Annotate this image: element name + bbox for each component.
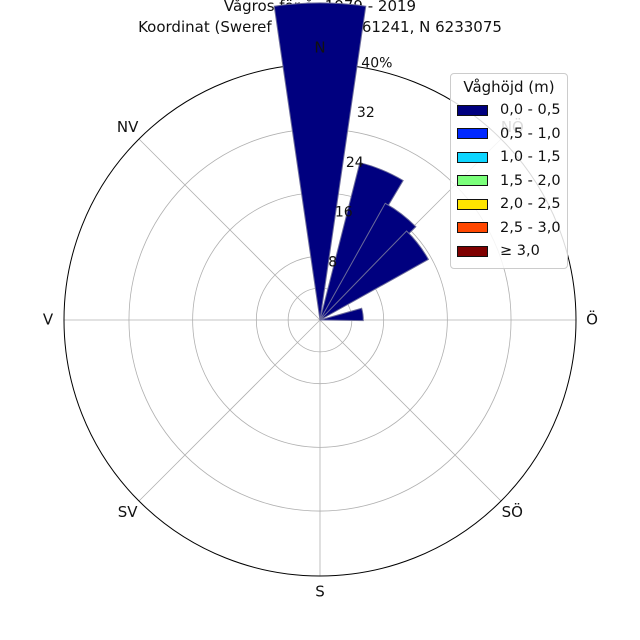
- bar-wedge: [273, 2, 367, 321]
- legend-swatch: [457, 128, 488, 139]
- radial-tick-labels: 8 16 24 32 40%: [328, 56, 392, 271]
- direction-label-v: V: [43, 311, 54, 329]
- legend-entry: 0,0 - 0,5: [457, 100, 561, 120]
- bar-wedge: [319, 161, 404, 321]
- grid-spoke: [138, 319, 321, 502]
- direction-label-ö: Ö: [586, 310, 598, 329]
- direction-label-sö: SÖ: [502, 502, 523, 521]
- legend-entry: 1,5 - 2,0: [457, 171, 561, 191]
- radial-tick-label: 16: [335, 205, 353, 221]
- direction-label-s: S: [315, 583, 325, 601]
- direction-label-sv: SV: [118, 503, 139, 521]
- legend-label: 1,5 - 2,0: [500, 172, 561, 189]
- bar-wedge: [319, 230, 430, 321]
- radial-tick-label: 40%: [361, 56, 392, 72]
- radial-tick-label: 8: [328, 254, 337, 270]
- legend-entry: 0,5 - 1,0: [457, 124, 561, 144]
- direction-label-n: N: [314, 39, 325, 57]
- legend-entry: ≥ 3,0: [457, 241, 540, 261]
- legend-swatch: [457, 222, 488, 233]
- legend-label: 2,0 - 2,5: [500, 196, 561, 212]
- legend-label: 1,0 - 1,5: [500, 149, 561, 165]
- legend-swatch: [457, 175, 488, 186]
- radial-tick-label: 24: [346, 155, 364, 171]
- bar-wedge: [319, 307, 364, 322]
- grid-spoke: [319, 319, 502, 502]
- legend-swatch: [457, 104, 488, 116]
- grid-spoke: [138, 138, 321, 321]
- legend-label: 0,5 - 1,0: [500, 125, 561, 142]
- legend-swatch: [457, 245, 488, 257]
- legend-title: Våghöjd (m): [463, 78, 555, 96]
- legend-swatch: [457, 151, 488, 163]
- legend: Våghöjd (m) 0,0 - 0,5 0,5 - 1,0 1,0 - 1,5 1…: [450, 73, 568, 269]
- legend-label: ≥ 3,0: [500, 243, 540, 259]
- legend-entry: 1,0 - 1,5: [457, 147, 561, 167]
- direction-label-nv: NV: [117, 118, 139, 136]
- legend-entry: 2,0 - 2,5: [457, 194, 561, 214]
- legend-label: 0,0 - 0,5: [500, 102, 561, 118]
- bars: [273, 2, 430, 322]
- legend-swatch: [457, 198, 488, 210]
- legend-entry: 2,5 - 3,0: [457, 218, 561, 238]
- radial-tick-label: 32: [357, 105, 375, 121]
- bar-wedge: [319, 202, 417, 321]
- legend-label: 2,5 - 3,0: [500, 219, 561, 236]
